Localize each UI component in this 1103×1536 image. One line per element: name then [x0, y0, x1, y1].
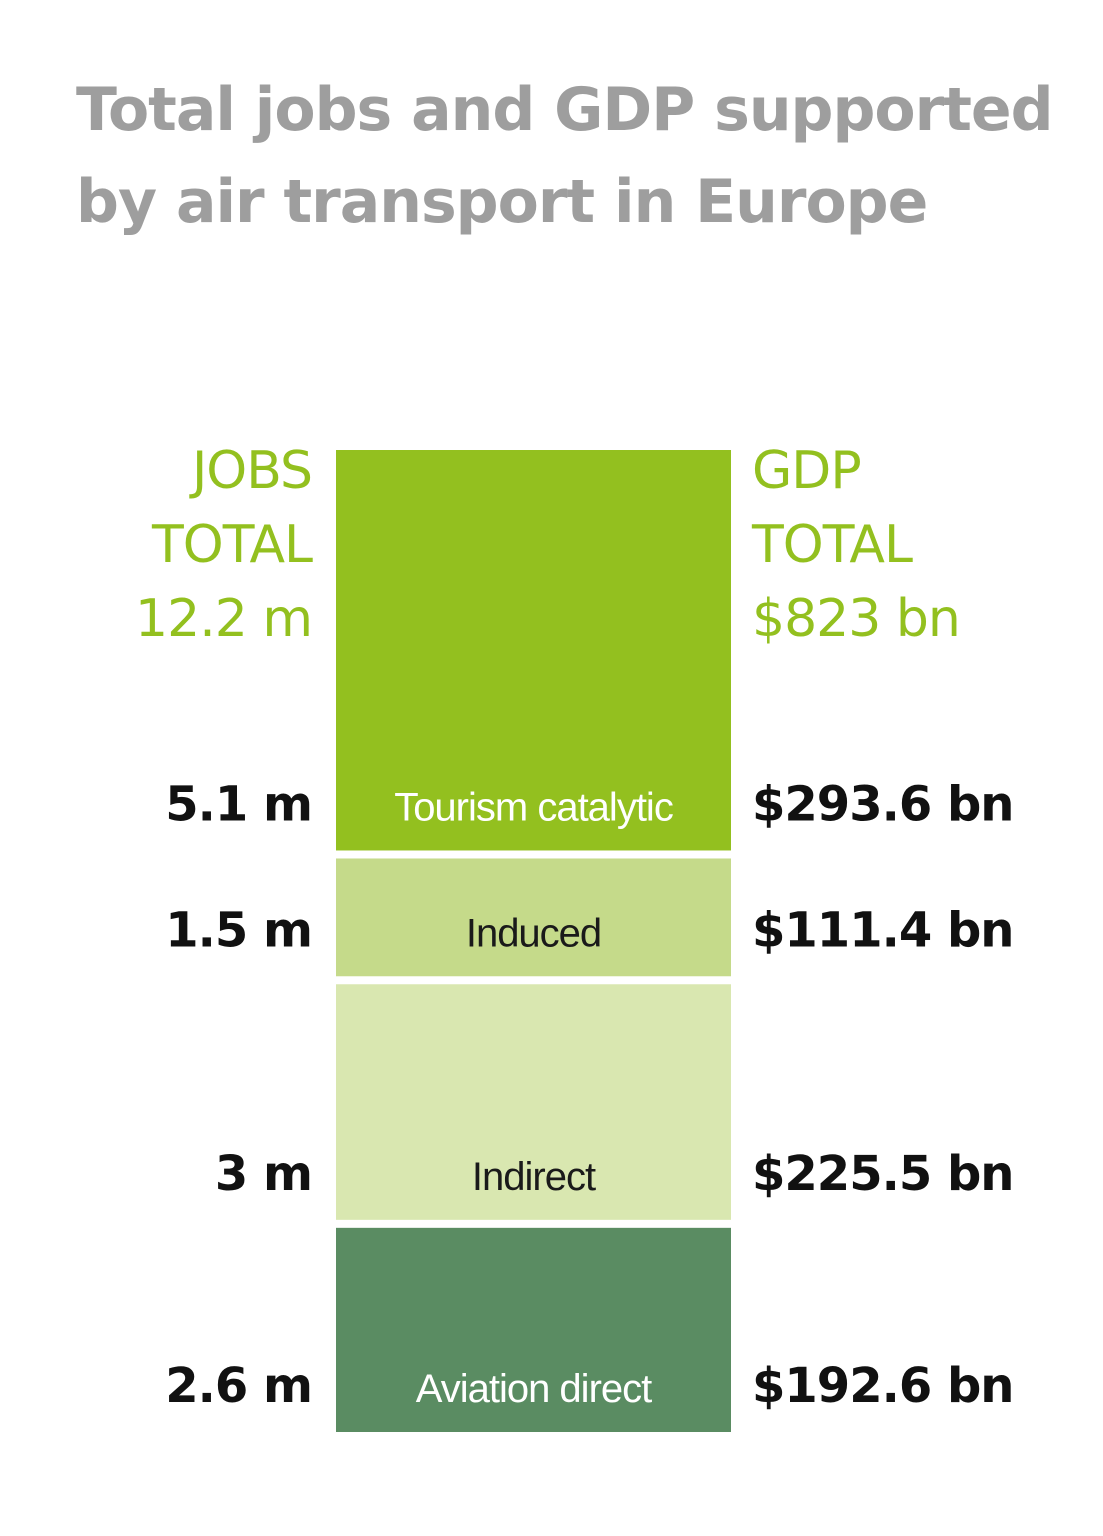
gdp-total-value: $823 bn — [752, 589, 960, 649]
jobs-total-heading: JOBS — [189, 441, 312, 501]
segment-label-induced: Induced — [466, 911, 601, 955]
jobs-value-induced: 1.5 m — [165, 902, 312, 958]
jobs-total-value: 12.2 m — [135, 589, 312, 649]
chart-title: Total jobs and GDP supported by air tran… — [76, 75, 1054, 237]
gdp-value-tourism-catalytic: $293.6 bn — [752, 776, 1013, 832]
gdp-value-indirect: $225.5 bn — [752, 1146, 1013, 1202]
segment-label-indirect: Indirect — [472, 1155, 596, 1199]
value-labels: 5.1 m $293.6 bn 1.5 m $111.4 bn 3 m $225.5 bn… — [165, 776, 1014, 1414]
bar-segment-induced — [336, 858, 731, 977]
bar-segment-indirect — [336, 984, 731, 1220]
gdp-value-aviation-direct: $192.6 bn — [752, 1358, 1013, 1414]
gdp-value-induced: $111.4 bn — [752, 902, 1013, 958]
jobs-value-aviation-direct: 2.6 m — [165, 1358, 312, 1414]
jobs-total-total-word: TOTAL — [151, 515, 313, 575]
bar-segments: Tourism catalytic Induced Indirect Aviation… — [336, 450, 731, 1432]
total-labels: JOBS TOTAL 12.2 m GDP TOTAL $823 bn — [135, 441, 961, 649]
segment-label-tourism-catalytic: Tourism catalytic — [394, 785, 673, 829]
jobs-value-indirect: 3 m — [215, 1146, 312, 1202]
gdp-total-total-word: TOTAL — [751, 515, 913, 575]
gdp-total-heading: GDP — [752, 441, 861, 501]
bar-segment-tourism-catalytic — [336, 450, 731, 851]
jobs-value-tourism-catalytic: 5.1 m — [165, 776, 312, 832]
segment-label-aviation-direct: Aviation direct — [416, 1367, 652, 1411]
bar-segment-aviation-direct — [336, 1227, 731, 1432]
